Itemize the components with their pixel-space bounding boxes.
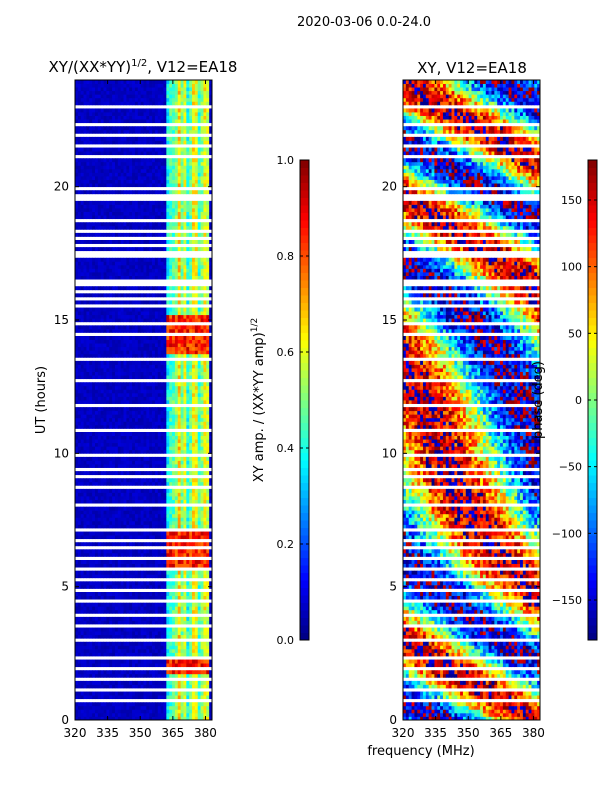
left-plot-y-tick-1: 5 — [61, 580, 69, 594]
right-plot-x-tick-0: 320 — [392, 726, 415, 740]
right-plot-x-tick-4: 380 — [522, 726, 545, 740]
figure-suptitle: 2020-03-06 0.0-24.0 — [297, 15, 431, 30]
phase-colorbar-label: phase (deg) — [531, 361, 546, 439]
cb2-tick-4: −50 — [559, 461, 582, 474]
right-plot-y-tick-1: 5 — [389, 580, 397, 594]
left-plot-y-tick-3: 15 — [54, 313, 69, 327]
phase-colorbar: 150 100 50 0 −50 −100 −150 — [552, 159, 598, 641]
right-plot-x-tick-2: 350 — [457, 726, 480, 740]
right-panel-title: XY, V12=EA18 — [417, 59, 527, 77]
cb2-tick-3: 0 — [575, 394, 582, 407]
right-phase-heatmap: 320 335 350 365 380 0 5 10 15 20 — [382, 79, 545, 740]
cb1-tick-4: 0.8 — [277, 250, 295, 263]
left-y-axis-label: UT (hours) — [34, 366, 49, 434]
x-axis-label: frequency (MHz) — [367, 744, 474, 759]
right-plot-y-tick-3: 15 — [382, 313, 397, 327]
cb1-tick-5: 1.0 — [277, 154, 295, 167]
right-plot-y-tick-2: 10 — [382, 446, 397, 460]
cb1-tick-2: 0.4 — [277, 442, 295, 455]
left-plot-x-tick-0: 320 — [64, 726, 87, 740]
left-plot-y-tick-0: 0 — [61, 713, 69, 727]
cb2-tick-0: 150 — [561, 194, 582, 207]
cb2-tick-6: −150 — [552, 594, 582, 607]
left-plot-x-tick-2: 350 — [129, 726, 152, 740]
cb2-tick-2: 50 — [568, 327, 582, 340]
right-plot-x-tick-3: 365 — [489, 726, 512, 740]
left-amplitude-heatmap: 320 335 350 365 380 0 5 10 15 20 — [54, 79, 217, 740]
left-plot-x-tick-3: 365 — [161, 726, 184, 740]
cb1-tick-0: 0.0 — [277, 634, 295, 647]
left-panel-title: XY/(XX*YY)1/2, V12=EA18 — [49, 58, 238, 76]
left-plot-x-tick-4: 380 — [194, 726, 217, 740]
left-plot-y-tick-2: 10 — [54, 446, 69, 460]
right-plot-y-tick-0: 0 — [389, 713, 397, 727]
cb2-tick-5: −100 — [552, 527, 582, 540]
left-plot-y-tick-4: 20 — [54, 180, 69, 194]
right-plot-x-tick-1: 335 — [424, 726, 447, 740]
amplitude-colorbar-label: XY amp. / (XX*YY amp)1/2 — [250, 318, 267, 482]
cb1-tick-3: 0.6 — [277, 346, 295, 359]
right-plot-y-tick-4: 20 — [382, 180, 397, 194]
cb2-tick-1: 100 — [561, 261, 582, 274]
amplitude-colorbar: 0.0 0.2 0.4 0.6 0.8 1.0 — [277, 154, 310, 647]
cb1-tick-1: 0.2 — [277, 538, 295, 551]
left-plot-x-tick-1: 335 — [96, 726, 119, 740]
